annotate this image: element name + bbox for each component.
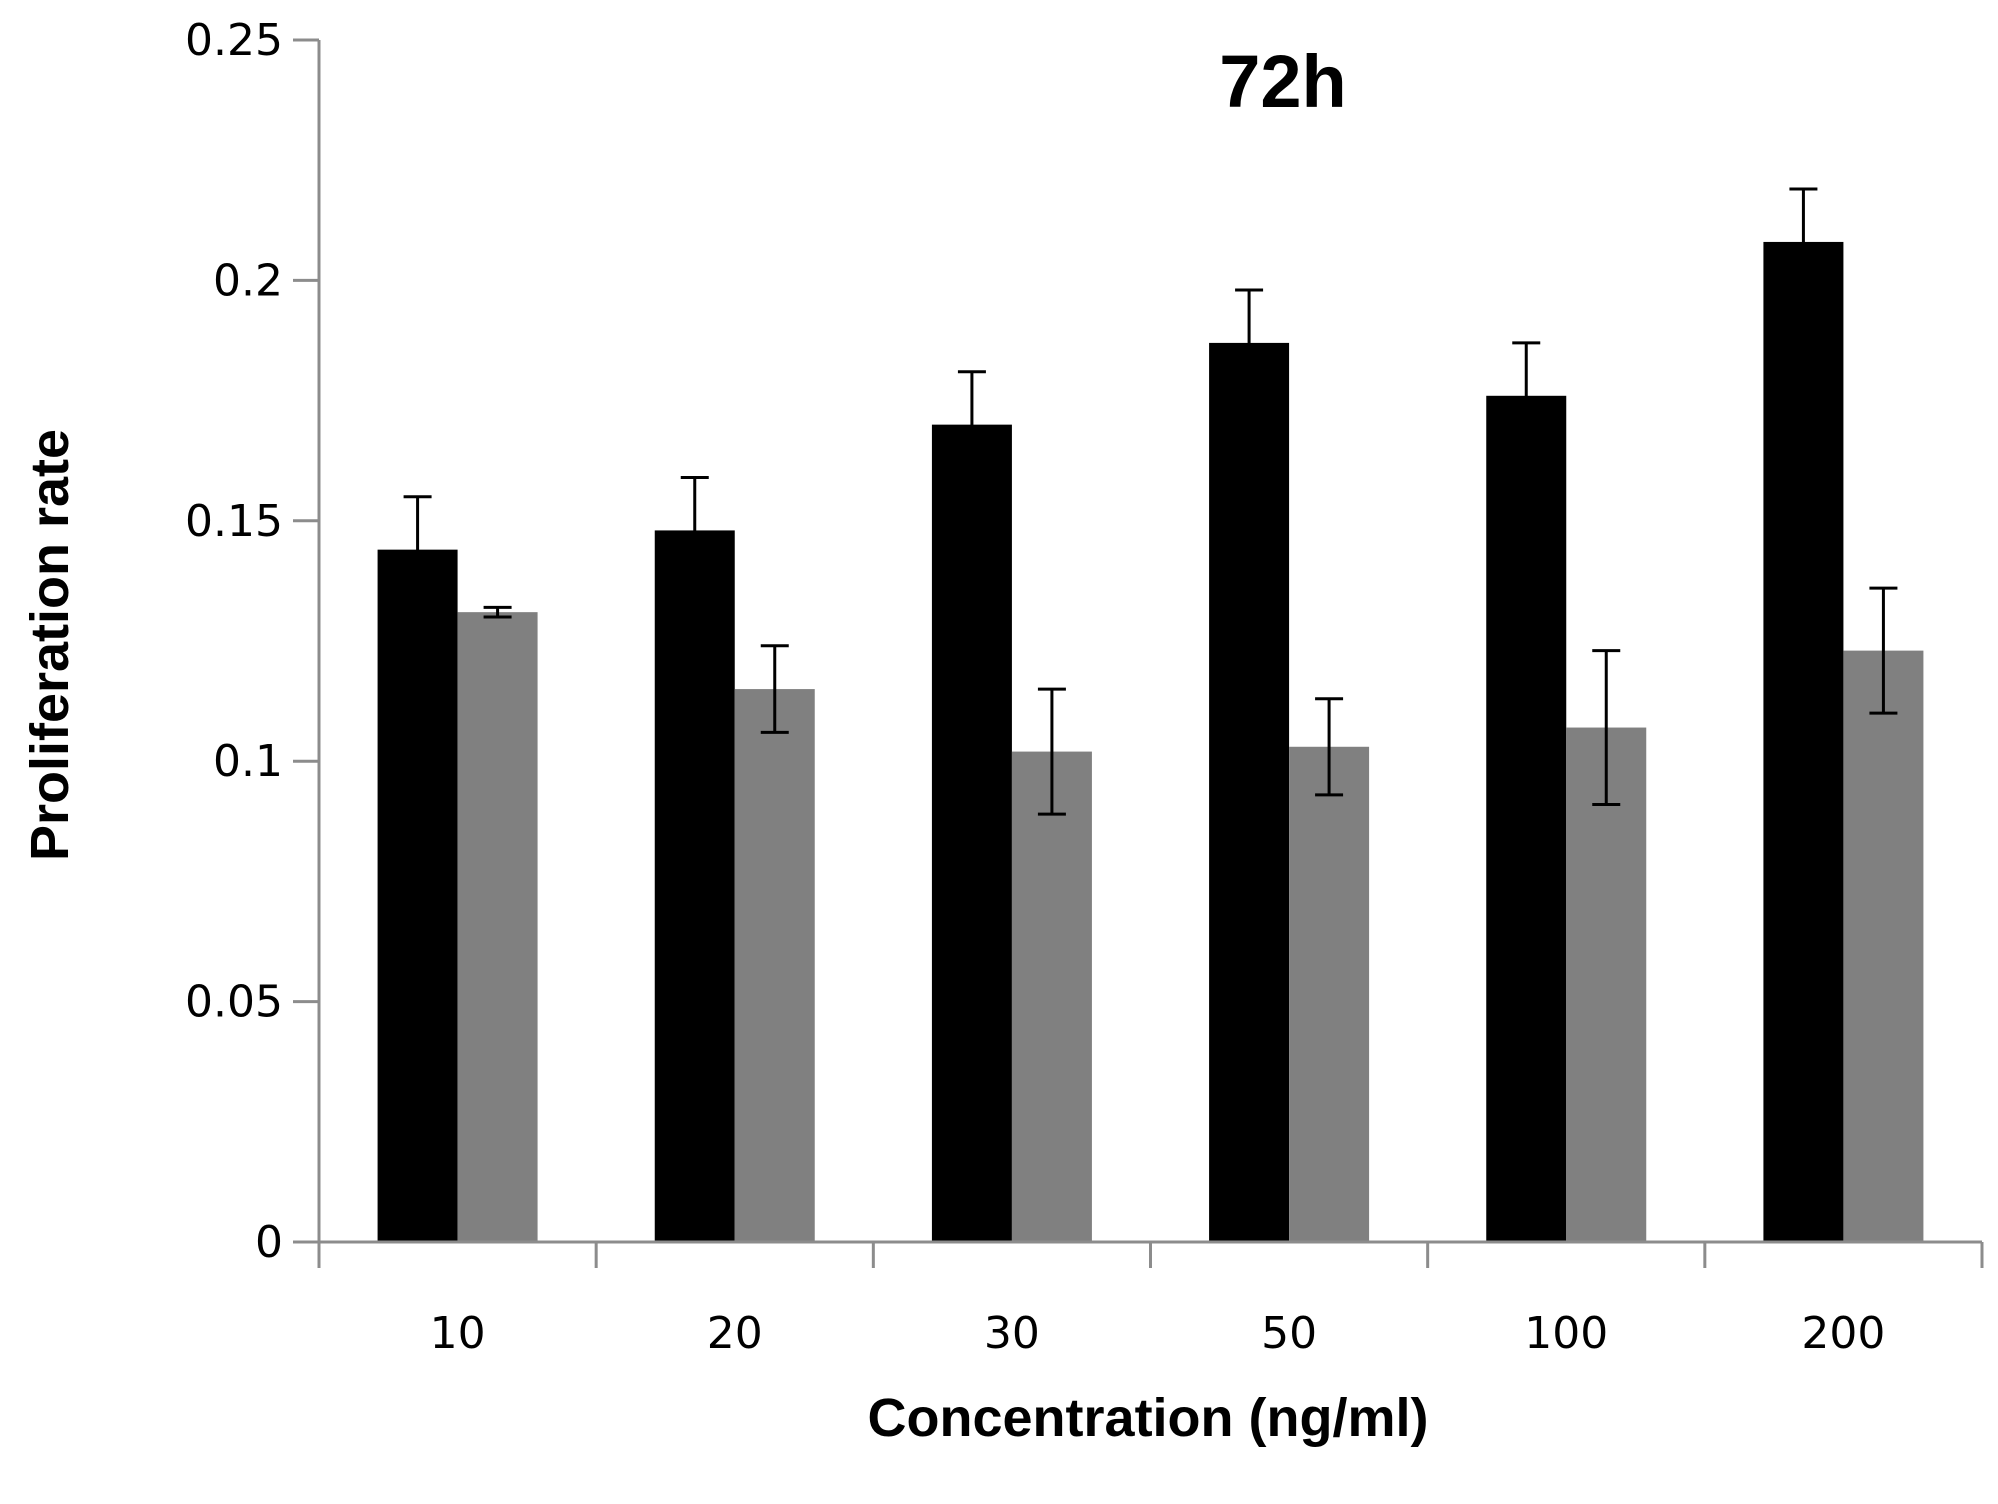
axes-layer: 0 0.05 0.1 0.15 0.2 0.25 10 20 30 50 100 200 bbox=[185, 15, 1984, 1359]
bar-series-1-50 bbox=[1209, 342, 1290, 1242]
bar-series-1-20 bbox=[654, 530, 735, 1242]
x-tick-label: 50 bbox=[1261, 1308, 1317, 1359]
error-bars-layer bbox=[403, 187, 1898, 816]
bars-layer bbox=[377, 241, 1924, 1242]
bar-series-1-100 bbox=[1486, 395, 1567, 1242]
bar-series-1-10 bbox=[377, 549, 458, 1242]
x-tick-label: 30 bbox=[984, 1308, 1040, 1359]
bar-series-2-50 bbox=[1289, 746, 1370, 1242]
x-axis-title: Concentration (ng/ml) bbox=[868, 1388, 1429, 1448]
bar-series-1-200 bbox=[1763, 241, 1844, 1242]
y-axis-title: Proliferation rate bbox=[20, 429, 80, 861]
x-tick-label: 20 bbox=[707, 1308, 763, 1359]
bar-series-2-10 bbox=[457, 612, 538, 1242]
x-tick-label: 10 bbox=[430, 1308, 486, 1359]
y-tick-label: 0 bbox=[255, 1217, 283, 1268]
x-tick-label: 200 bbox=[1801, 1308, 1885, 1359]
bar-series-2-100 bbox=[1566, 727, 1647, 1242]
y-tick-label: 0.25 bbox=[185, 15, 283, 66]
y-tick-label: 0.1 bbox=[213, 736, 283, 787]
chart-title: 72h bbox=[1219, 40, 1347, 123]
bar-series-2-20 bbox=[734, 689, 815, 1242]
y-tick-label: 0.2 bbox=[213, 255, 283, 306]
bar-series-1-30 bbox=[931, 424, 1012, 1242]
x-tick-label: 100 bbox=[1524, 1308, 1608, 1359]
bar-series-2-30 bbox=[1011, 751, 1092, 1242]
bar-series-2-200 bbox=[1843, 650, 1924, 1242]
y-tick-label: 0.05 bbox=[185, 977, 283, 1028]
y-tick-label: 0.15 bbox=[185, 496, 283, 547]
